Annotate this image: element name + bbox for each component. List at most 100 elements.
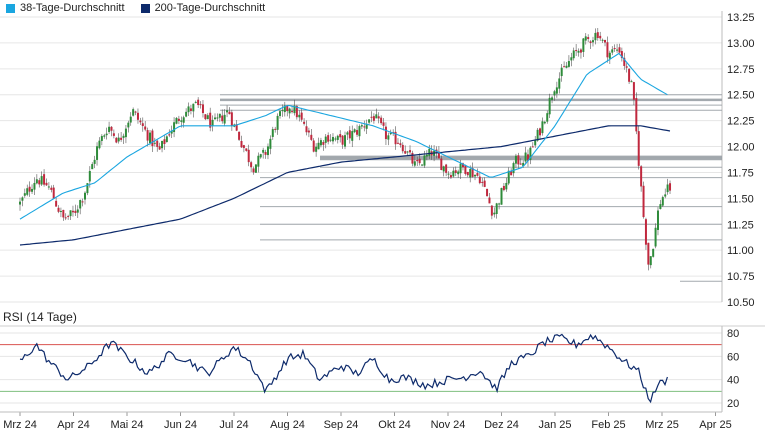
candle-body bbox=[331, 137, 334, 142]
candle-body bbox=[303, 121, 306, 124]
candle-body bbox=[416, 160, 419, 162]
ma200-line bbox=[19, 125, 671, 246]
x-tick-label: Apr 25 bbox=[699, 419, 731, 430]
candle-body bbox=[652, 248, 655, 257]
candle-body bbox=[613, 48, 616, 50]
candle-body bbox=[445, 164, 448, 173]
candle-body bbox=[329, 139, 332, 141]
candle-body bbox=[124, 128, 127, 138]
candle-body bbox=[185, 111, 188, 117]
candle-body bbox=[654, 227, 657, 247]
candle-body bbox=[274, 128, 277, 130]
candle-body bbox=[238, 131, 241, 140]
candle-body bbox=[38, 180, 41, 185]
candle-body bbox=[327, 135, 330, 142]
x-tick-label: Mrz 25 bbox=[645, 419, 679, 430]
candle-body bbox=[579, 49, 582, 53]
candle-body bbox=[476, 172, 479, 176]
candle-body bbox=[404, 151, 407, 154]
legend-swatch-ma200 bbox=[140, 3, 150, 13]
candle-body bbox=[317, 142, 320, 150]
candle-body bbox=[180, 120, 183, 122]
candle-body bbox=[158, 146, 161, 150]
candle-body bbox=[156, 140, 159, 147]
candle-body bbox=[122, 135, 125, 138]
candle-body bbox=[353, 129, 356, 133]
candle-body bbox=[281, 110, 284, 112]
candle-body bbox=[71, 210, 74, 213]
candle-body bbox=[242, 145, 245, 148]
candle-body bbox=[31, 188, 34, 192]
candle-body bbox=[370, 116, 373, 118]
candle-body bbox=[209, 112, 212, 128]
candle-body bbox=[478, 176, 481, 184]
candle-body bbox=[601, 39, 604, 41]
candle-body bbox=[204, 114, 207, 120]
candle-body bbox=[587, 37, 590, 39]
candle-body bbox=[57, 207, 60, 212]
candle-body bbox=[514, 155, 517, 164]
x-axis-labels: Mrz 24 Apr 24 Mai 24 Jun 24 Jul 24 Aug 24 Sep … bbox=[0, 411, 732, 430]
candle-body bbox=[96, 146, 99, 160]
candle-body bbox=[250, 162, 253, 168]
candle-body bbox=[425, 154, 428, 157]
candle-body bbox=[228, 111, 231, 115]
candle-body bbox=[623, 57, 626, 66]
rsi-panel-title: RSI (14 Tage) bbox=[3, 310, 77, 324]
candle-body bbox=[546, 113, 549, 122]
rsi-tick-label: 40 bbox=[727, 375, 739, 387]
candle-body bbox=[216, 117, 219, 119]
candle-body bbox=[608, 52, 611, 59]
candle-body bbox=[201, 104, 204, 114]
candle-body bbox=[380, 117, 383, 124]
legend-item-ma38[interactable]: 38-Tage-Durchschnitt bbox=[6, 1, 125, 15]
legend: 38-Tage-Durchschnitt 200-Tage-Durchschni… bbox=[6, 1, 265, 15]
candle-body bbox=[534, 139, 537, 146]
candle-body bbox=[495, 203, 498, 215]
price-tick-label: 13.00 bbox=[727, 38, 755, 50]
candle-body bbox=[206, 115, 209, 120]
candle-body bbox=[266, 146, 269, 156]
candle-body bbox=[411, 152, 414, 164]
candle-body bbox=[522, 162, 525, 166]
candle-body bbox=[129, 116, 132, 123]
candle-body bbox=[226, 110, 229, 113]
candle-body bbox=[84, 192, 87, 200]
candle-body bbox=[560, 67, 563, 77]
candle-body bbox=[165, 136, 168, 142]
candle-body bbox=[40, 176, 43, 185]
candle-body bbox=[517, 155, 520, 165]
candle-body bbox=[442, 166, 445, 172]
candle-body bbox=[630, 81, 633, 83]
candle-body bbox=[259, 154, 262, 158]
candle-body bbox=[79, 200, 82, 209]
candle-body bbox=[163, 139, 166, 144]
candle-body bbox=[421, 164, 424, 166]
candle-body bbox=[240, 140, 243, 148]
candle-body bbox=[563, 66, 566, 68]
candle-body bbox=[452, 170, 455, 177]
candle-body bbox=[211, 119, 214, 127]
legend-item-ma200[interactable]: 200-Tage-Durchschnitt bbox=[140, 1, 265, 15]
candle-body bbox=[551, 97, 554, 101]
candle-body bbox=[103, 135, 106, 137]
candle-body bbox=[620, 51, 623, 58]
rsi-tick-label: 80 bbox=[727, 328, 739, 340]
candle-body bbox=[269, 138, 272, 149]
candle-body bbox=[141, 123, 144, 126]
candle-body bbox=[247, 149, 250, 163]
candle-body bbox=[363, 126, 366, 128]
candle-body bbox=[230, 112, 233, 126]
candle-body bbox=[647, 242, 650, 265]
candle-body bbox=[339, 134, 342, 138]
candle-body bbox=[454, 170, 457, 174]
candle-body bbox=[469, 169, 472, 178]
candle-body bbox=[334, 138, 337, 140]
candle-body bbox=[365, 123, 368, 129]
candle-body bbox=[351, 131, 354, 141]
candle-body bbox=[401, 144, 404, 152]
candle-body bbox=[319, 140, 322, 146]
price-tick-label: 12.00 bbox=[727, 142, 755, 154]
x-tick-label: Sep 24 bbox=[324, 419, 359, 430]
